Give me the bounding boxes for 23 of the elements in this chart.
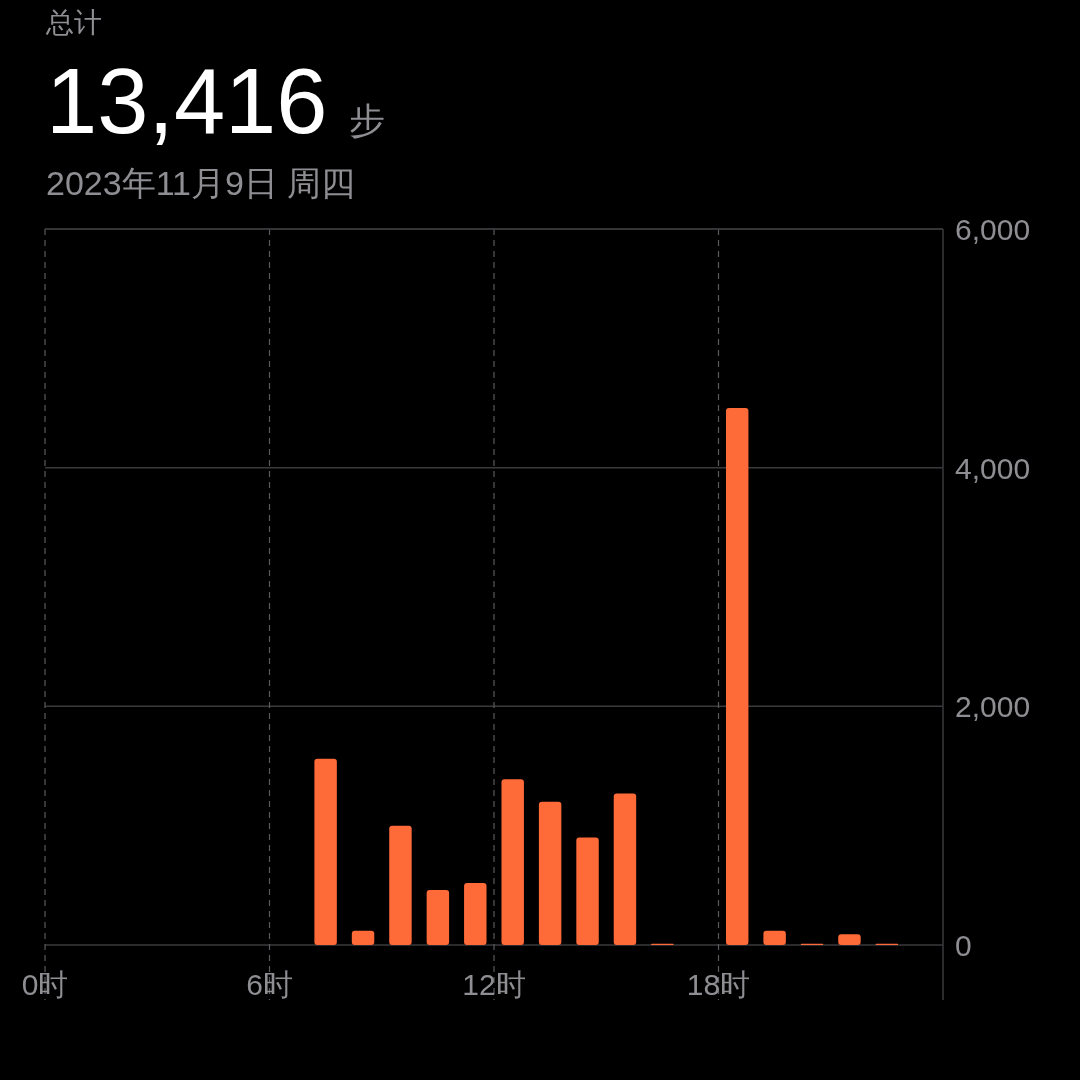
text: 总计 [45,7,102,38]
bar [314,758,337,945]
bar [763,930,786,945]
x-tick-label: 0时 [21,968,69,1001]
x-tick-label: 12时 [462,968,526,1001]
x-tick-label: 6时 [246,968,293,1001]
chart-title: 13,416 步 [46,50,386,152]
x-tick-label: 18时 [686,968,751,1001]
bar [538,801,562,945]
y-tick-label: 4,000 [955,451,1031,485]
y-tick-label: 2,000 [955,690,1031,724]
bar [613,793,637,945]
y-tick-label: 0 [955,929,972,962]
bar [389,825,412,945]
bar [351,930,375,945]
bar [501,779,524,945]
y-tick-label: 6,000 [955,213,1031,246]
bar [426,890,450,945]
bar [838,934,861,945]
bar [725,408,749,945]
bar [576,837,599,945]
bar [464,882,487,945]
chart-subtitle: 2023年11月9日 周四 [46,164,356,202]
